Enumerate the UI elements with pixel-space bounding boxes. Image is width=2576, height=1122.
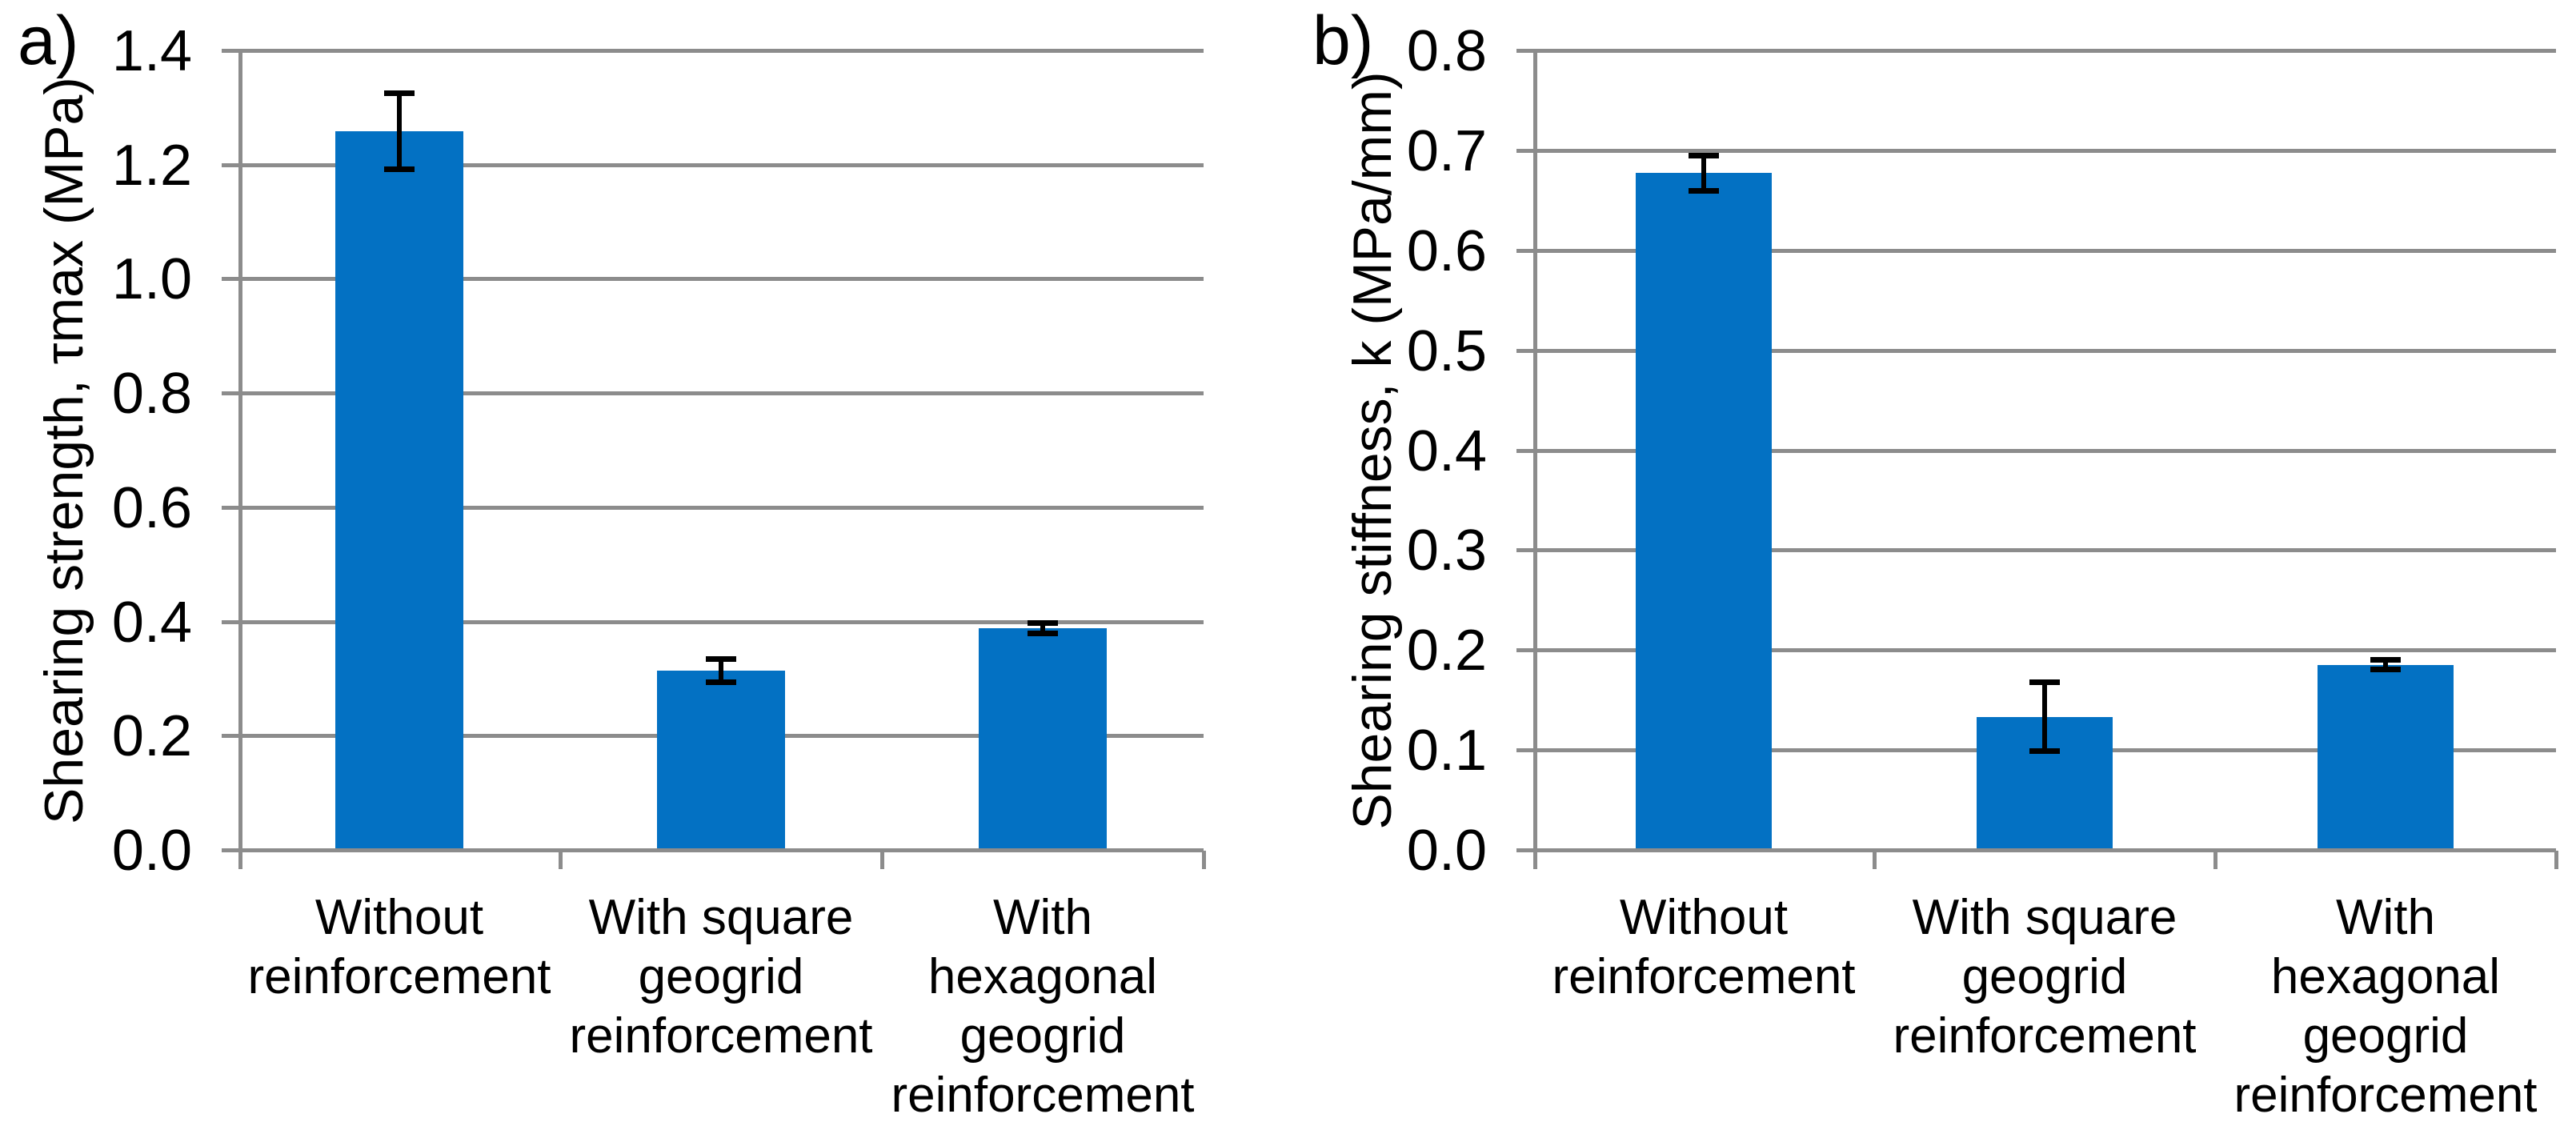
y-axis-tick	[222, 619, 238, 624]
y-axis-tick	[1516, 348, 1533, 353]
y-tick-label: 1.0	[111, 247, 192, 312]
y-tick-label: 0.1	[1406, 719, 1487, 783]
y-axis-tick	[222, 162, 238, 167]
error-bar-cap-top	[1028, 619, 1058, 626]
gridline	[238, 162, 1204, 167]
gridline	[1533, 448, 2556, 453]
error-bar-cap-bottom	[706, 679, 736, 686]
y-tick-label: 0.6	[111, 475, 192, 540]
bar-1	[1635, 173, 1773, 848]
y-axis-tick	[222, 49, 238, 53]
y-axis-tick	[222, 277, 238, 282]
error-bar-cap-bottom	[2370, 666, 2401, 672]
y-tick-label: 0.2	[111, 704, 192, 769]
y-tick-label: 0.8	[1406, 19, 1487, 83]
category-label: Without reinforcement	[1552, 890, 1856, 1004]
bar-3	[978, 627, 1108, 848]
y-axis-tick	[222, 848, 238, 852]
error-bar-cap-bottom	[1689, 187, 1719, 194]
bar-2	[656, 671, 786, 848]
y-axis-tick	[1516, 648, 1533, 653]
y-tick-label: 0.2	[1406, 619, 1487, 683]
gridline	[238, 619, 1204, 624]
error-bar-cap-bottom	[2029, 748, 2060, 755]
y-axis-tick	[1516, 748, 1533, 753]
panel-a-letter: a)	[18, 2, 79, 79]
y-axis-line	[1533, 51, 1537, 869]
error-bar-cap-top	[2370, 657, 2401, 663]
y-tick-label: 0.4	[1406, 419, 1487, 483]
y-tick-label: 0.4	[111, 590, 192, 655]
error-bar-line	[1701, 154, 1706, 191]
x-axis-tick	[1202, 851, 1206, 869]
gridline	[1533, 848, 2556, 852]
gridline	[238, 277, 1204, 282]
y-axis-tick	[222, 391, 238, 396]
gridline	[238, 848, 1204, 852]
x-axis-tick	[880, 851, 884, 869]
category-label: With square geogrid reinforcement	[1893, 890, 2197, 1064]
gridline	[1533, 648, 2556, 653]
x-axis-tick	[559, 851, 563, 869]
gridline	[1533, 148, 2556, 153]
error-bar-line	[397, 93, 402, 170]
category-label: Without reinforcement	[247, 890, 551, 1004]
y-tick-label: 1.4	[111, 19, 192, 83]
bar-3	[2317, 664, 2454, 848]
category-label: With hexagonal geogrid reinforcement	[2233, 890, 2538, 1122]
error-bar-line	[2042, 681, 2047, 752]
error-bar-line	[2383, 659, 2388, 670]
gridline	[238, 505, 1204, 510]
error-bar-cap-bottom	[384, 166, 415, 172]
y-tick-label: 0.8	[111, 362, 192, 427]
y-tick-label: 0.3	[1406, 519, 1487, 583]
y-axis-tick	[1516, 448, 1533, 453]
y-axis-tick	[1516, 49, 1533, 53]
y-axis-tick	[222, 734, 238, 739]
y-tick-label: 0.5	[1406, 319, 1487, 383]
gridline	[1533, 248, 2556, 253]
y-axis-tick	[1516, 548, 1533, 553]
y-axis-tick	[222, 505, 238, 510]
x-axis-tick	[2554, 851, 2558, 869]
gridline	[238, 391, 1204, 396]
y-tick-label: 0.0	[111, 819, 192, 883]
y-axis-tick	[1516, 148, 1533, 153]
error-bar-cap-top	[384, 90, 415, 97]
category-label: With hexagonal geogrid reinforcement	[891, 890, 1195, 1122]
panel-b-letter: b)	[1312, 2, 1374, 79]
y-tick-label: 0.7	[1406, 118, 1487, 183]
x-axis-tick	[1873, 851, 1877, 869]
error-bar-cap-top	[706, 656, 736, 663]
category-label: With square geogrid reinforcement	[569, 890, 873, 1064]
gridline	[1533, 348, 2556, 353]
error-bar-cap-bottom	[1028, 630, 1058, 636]
x-axis-tick	[2213, 851, 2217, 869]
gridline	[238, 49, 1204, 53]
error-bar-cap-top	[1689, 152, 1719, 158]
error-bar-line	[1040, 622, 1045, 634]
y-axis-tick	[1516, 248, 1533, 253]
y-tick-label: 0.6	[1406, 218, 1487, 283]
error-bar-cap-top	[2029, 679, 2060, 685]
error-bar-line	[719, 659, 723, 683]
y-tick-label: 0.0	[1406, 819, 1487, 883]
y-axis-tick	[1516, 848, 1533, 852]
gridline	[1533, 49, 2556, 53]
y-axis-line	[238, 51, 242, 869]
gridline	[1533, 548, 2556, 553]
y-tick-label: 1.2	[111, 133, 192, 198]
bar-1	[335, 130, 464, 848]
